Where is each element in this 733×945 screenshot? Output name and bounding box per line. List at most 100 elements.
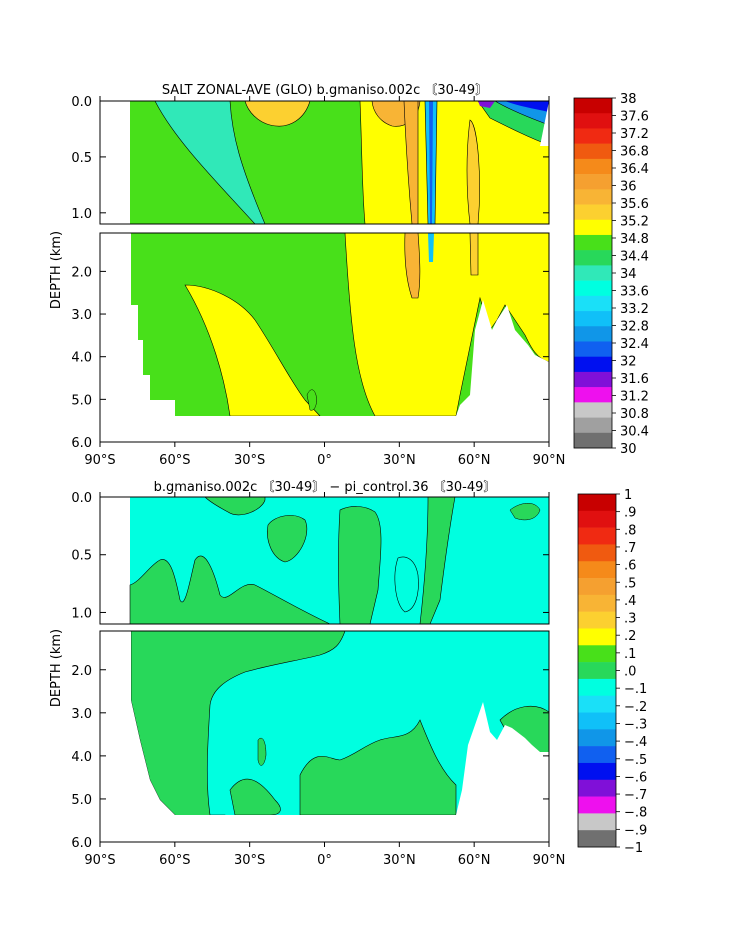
- y-tick-label: 5.0: [71, 793, 92, 808]
- colorbar-swatch: [578, 494, 616, 512]
- colorbar-label: .4: [624, 594, 636, 609]
- colorbar-swatch: [574, 113, 612, 129]
- colorbar-label: 34.4: [620, 250, 649, 265]
- y-tick-label: 0.5: [71, 151, 92, 166]
- colorbar-label: −.7: [624, 788, 647, 803]
- colorbar-label: 31.2: [620, 390, 649, 405]
- y-tick-label: 5.0: [71, 393, 92, 408]
- field-region: [456, 300, 549, 442]
- colorbar-label: 30.4: [620, 425, 649, 440]
- colorbar-swatch: [574, 189, 612, 205]
- colorbar-label: .3: [624, 612, 636, 627]
- field-region: [505, 101, 549, 112]
- plot-title: SALT ZONAL-AVE (GLO) b.gmaniso.002c 〘30-…: [162, 83, 488, 98]
- axes: 90°S 60°S 30°S 0° 30°N 60°N 90°N 0.0 0.5 1.0 2.0 3.…: [71, 491, 565, 868]
- colorbar-swatch: [574, 295, 612, 312]
- x-tick-label: 90°S: [84, 453, 115, 468]
- colorbar-swatch: [578, 712, 616, 730]
- colorbar-swatch: [574, 250, 612, 266]
- colorbar-swatch: [574, 174, 612, 190]
- colorbar: 38 37.6 37.2 36.8 36.4 36 35.6 35.2 34.8 34.4 34 33…: [573, 92, 649, 457]
- y-tick-label: 2.0: [71, 664, 92, 679]
- colorbar-label: 30.8: [620, 407, 649, 422]
- salinity-plot: SALT ZONAL-AVE (GLO) b.gmaniso.002c 〘30-…: [49, 83, 649, 468]
- colorbar-label: .6: [624, 559, 636, 574]
- field-region: [175, 815, 456, 842]
- field-region: [428, 233, 434, 262]
- colorbar-swatch: [574, 204, 612, 221]
- colorbar-swatch: [574, 371, 612, 388]
- x-tick-label: 60°N: [458, 853, 491, 868]
- colorbar-swatch: [574, 234, 612, 251]
- field-region: [129, 555, 331, 625]
- y-tick-label: 3.0: [71, 308, 92, 323]
- y-tick-label: 4.0: [71, 351, 92, 366]
- x-tick-label: 30°S: [234, 453, 265, 468]
- x-tick-label: 30°S: [234, 853, 265, 868]
- colorbar-swatch: [574, 280, 612, 297]
- y-tick-label: 4.0: [71, 750, 92, 765]
- colorbar-label: 32.4: [620, 337, 649, 352]
- field-region: [306, 389, 317, 411]
- field-region: [184, 284, 321, 417]
- colorbar-swatch: [574, 417, 612, 434]
- field-region: [100, 631, 175, 842]
- colorbar-swatch: [574, 219, 612, 236]
- field-region: [267, 515, 307, 563]
- colorbar-swatch: [578, 678, 616, 697]
- colorbar-label: 35.2: [620, 215, 649, 230]
- upper-panel-field: [100, 496, 549, 625]
- colorbar-label: 32: [620, 355, 637, 370]
- colorbar-swatch: [578, 729, 616, 747]
- colorbar-label: 36.8: [620, 145, 649, 160]
- x-tick-label: 30°N: [383, 853, 416, 868]
- field-region: [299, 719, 457, 816]
- colorbar-swatch: [574, 432, 612, 449]
- colorbar-label: 34.8: [620, 232, 649, 247]
- field-region: [394, 556, 419, 613]
- axes: 90°S 60°S 30°S 0° 30°N 60°N 90°N 0.0 0.5 1.0 2.0 3.…: [71, 95, 565, 468]
- x-tick-label: 90°S: [84, 853, 115, 868]
- y-tick-label: 1.0: [71, 606, 92, 621]
- colorbar-swatch: [574, 341, 612, 357]
- y-tick-label: 6.0: [71, 836, 92, 851]
- colorbar-label: 35.6: [620, 197, 649, 212]
- x-tick-label: 90°N: [533, 853, 566, 868]
- lower-panel-field: [100, 630, 550, 843]
- colorbar-swatch: [578, 645, 616, 663]
- y-axis-label: DEPTH (km): [49, 629, 64, 707]
- y-axis-label: DEPTH (km): [49, 231, 64, 309]
- colorbar-label: 36.4: [620, 162, 649, 177]
- colorbar-label: −.4: [624, 735, 647, 750]
- y-tick-label: 0.5: [71, 549, 92, 564]
- plot-title: b.gmaniso.002c 〘30-49〙 − pi_control.36 〘…: [154, 480, 497, 495]
- field-region: [100, 497, 130, 624]
- colorbar-swatch: [578, 578, 616, 596]
- x-tick-label: 90°N: [533, 453, 566, 468]
- colorbar-label: .2: [624, 629, 636, 644]
- colorbar-swatch: [574, 158, 612, 175]
- colorbar-swatch: [578, 544, 616, 562]
- colorbar-label: 31.6: [620, 372, 649, 387]
- colorbar: 1 .9 .8 .7 .6 .5 .4 .3 .2 .1 .0 −.1 −.2 −.3 −.4 −.5 −.6 −…: [577, 488, 647, 856]
- field-region: [257, 737, 267, 766]
- colorbar-label: −.1: [624, 682, 647, 697]
- colorbar-label: .1: [624, 647, 636, 662]
- colorbar-label: 33.2: [620, 302, 649, 317]
- colorbar-label: 32.8: [620, 320, 649, 335]
- colorbar-swatch: [574, 356, 612, 373]
- colorbar-swatch: [578, 628, 616, 646]
- y-tick-label: 1.0: [71, 207, 92, 222]
- y-tick-label: 6.0: [71, 436, 92, 451]
- colorbar-swatch: [578, 796, 616, 814]
- colorbar-label: −.8: [624, 806, 647, 821]
- colorbar-label: 34: [620, 267, 637, 282]
- colorbar-label: .8: [624, 523, 636, 538]
- colorbar-swatch: [578, 746, 616, 764]
- y-tick-label: 0.0: [71, 95, 92, 110]
- colorbar-swatch: [578, 662, 616, 680]
- field-region: [509, 503, 541, 521]
- colorbar-swatch: [574, 387, 612, 403]
- colorbar-label: .7: [624, 541, 636, 556]
